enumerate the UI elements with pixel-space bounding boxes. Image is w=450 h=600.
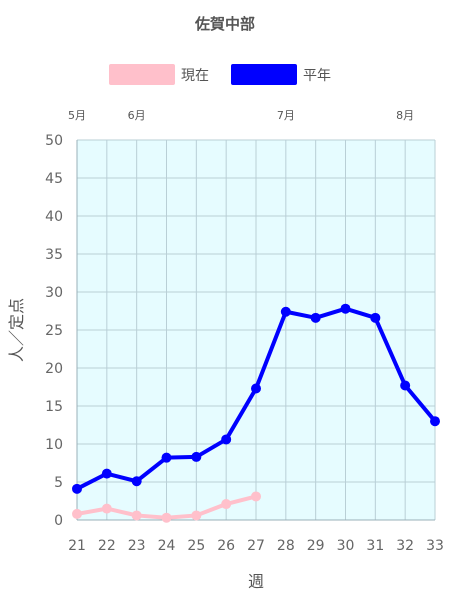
x-tick-label: 25 [187, 538, 205, 554]
x-tick-label: 22 [98, 538, 116, 554]
y-tick-label: 40 [45, 209, 63, 225]
y-tick-label: 25 [45, 323, 63, 339]
y-tick-label: 15 [45, 399, 63, 415]
data-point[interactable] [101, 503, 112, 514]
legend-swatch-current [109, 64, 175, 85]
month-label: 5月 [68, 109, 86, 122]
grid [76, 139, 436, 521]
y-tick-label: 5 [54, 475, 63, 491]
data-point[interactable] [161, 512, 172, 523]
y-tick-label: 0 [54, 513, 63, 529]
legend-label-normal: 平年 [303, 68, 331, 84]
data-point[interactable] [101, 468, 112, 479]
data-point[interactable] [251, 383, 261, 394]
legend-item-normal[interactable]: 平年 [231, 64, 331, 85]
y-tick-label: 50 [45, 133, 63, 149]
y-tick-label: 10 [45, 437, 63, 453]
legend-item-current[interactable]: 現在 [109, 64, 209, 85]
data-point[interactable] [191, 451, 202, 462]
data-point[interactable] [72, 508, 82, 519]
y-axis-label: 人／定点 [7, 298, 26, 362]
chart-title: 佐賀中部 [194, 15, 255, 33]
x-tick-label: 31 [366, 538, 384, 554]
series-normal [72, 303, 440, 494]
x-tick-label: 24 [158, 538, 176, 554]
data-point[interactable] [221, 434, 232, 445]
data-point[interactable] [370, 312, 381, 323]
y-tick-label: 20 [45, 361, 63, 377]
series [72, 303, 440, 523]
data-point[interactable] [131, 476, 142, 487]
x-tick-label: 30 [337, 538, 355, 554]
data-point[interactable] [430, 416, 440, 427]
data-point[interactable] [310, 312, 321, 323]
series-current [72, 491, 261, 523]
data-point[interactable] [72, 483, 82, 494]
month-label: 6月 [128, 109, 146, 122]
x-tick-label: 32 [396, 538, 414, 554]
x-tick-label: 27 [247, 538, 265, 554]
month-label: 7月 [277, 109, 295, 122]
legend-swatch-normal [231, 64, 297, 85]
y-tick-label: 45 [45, 171, 63, 187]
y-tick-label: 35 [45, 247, 63, 263]
data-point[interactable] [251, 491, 261, 502]
x-tick-label: 29 [307, 538, 325, 554]
y-axis-ticks: 0 5 10 15 20 25 30 35 40 45 50 [45, 133, 63, 529]
y-tick-label: 30 [45, 285, 63, 301]
data-point[interactable] [400, 380, 411, 391]
data-point[interactable] [191, 510, 202, 521]
x-axis-ticks: 21 22 23 24 25 26 27 28 29 30 31 32 33 [68, 538, 444, 554]
x-axis-label: 週 [248, 572, 264, 591]
x-tick-label: 23 [128, 538, 146, 554]
data-point[interactable] [221, 499, 232, 510]
legend-label-current: 現在 [181, 68, 209, 84]
x-tick-label: 26 [217, 538, 235, 554]
month-label: 8月 [396, 109, 414, 122]
data-point[interactable] [280, 306, 291, 317]
data-point[interactable] [161, 452, 172, 463]
data-point[interactable] [131, 510, 142, 521]
x-tick-label: 28 [277, 538, 295, 554]
x-tick-label: 33 [426, 538, 444, 554]
data-point[interactable] [340, 303, 351, 314]
x-tick-label: 21 [68, 538, 86, 554]
legend: 現在 平年 [109, 64, 331, 85]
month-labels: 5月 6月 7月 8月 [68, 109, 414, 122]
